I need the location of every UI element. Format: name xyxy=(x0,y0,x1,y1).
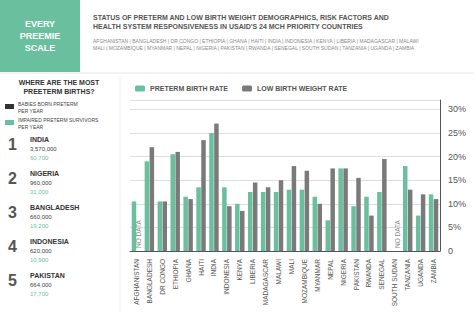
svg-text:19,200: 19,200 xyxy=(30,223,49,229)
svg-text:NEPAL: NEPAL xyxy=(327,259,334,280)
svg-text:MALAWI: MALAWI xyxy=(275,259,282,285)
svg-text:MADAGASCAR: MADAGASCAR xyxy=(262,259,269,306)
svg-text:TANZANIA: TANZANIA xyxy=(404,258,411,290)
svg-text:GHANA: GHANA xyxy=(185,258,192,282)
svg-text:AFGHANISTAN | BANGLADESH | DR: AFGHANISTAN | BANGLADESH | DR CONGO | ET… xyxy=(93,38,419,44)
svg-text:KENYA: KENYA xyxy=(236,258,243,280)
svg-text:17,700: 17,700 xyxy=(30,291,49,297)
svg-text:EVERY: EVERY xyxy=(25,19,55,29)
svg-text:NO DATA: NO DATA xyxy=(394,219,401,248)
svg-text:HAITI: HAITI xyxy=(198,259,205,276)
svg-text:620,000: 620,000 xyxy=(30,248,52,254)
svg-text:PREETERM BIRTHS?: PREETERM BIRTHS? xyxy=(23,88,94,95)
svg-text:BABIES BORN PRETERM: BABIES BORN PRETERM xyxy=(18,101,78,107)
svg-text:PAKISTAN: PAKISTAN xyxy=(353,259,360,290)
svg-text:IMPAIRED PRETERM SURVIVORS: IMPAIRED PRETERM SURVIVORS xyxy=(18,117,99,123)
svg-text:5: 5 xyxy=(8,272,17,289)
svg-text:660,000: 660,000 xyxy=(30,214,52,220)
svg-text:ZAMBIA: ZAMBIA xyxy=(430,258,437,283)
svg-text:SENEGAL: SENEGAL xyxy=(378,259,385,290)
svg-text:BANGLADESH: BANGLADESH xyxy=(30,204,79,211)
svg-text:LIBERIA: LIBERIA xyxy=(249,258,256,284)
svg-text:INDIA: INDIA xyxy=(210,258,217,276)
svg-text:INDIA: INDIA xyxy=(30,136,49,143)
svg-text:HEALTH SYSTEM RESPONSIVENESS I: HEALTH SYSTEM RESPONSIVENESS IN USAID'S … xyxy=(93,23,363,30)
svg-text:DR CONGO: DR CONGO xyxy=(159,259,166,295)
svg-text:10,900: 10,900 xyxy=(30,257,49,263)
svg-text:PER YEAR: PER YEAR xyxy=(18,124,44,130)
svg-text:20%: 20% xyxy=(448,152,466,162)
svg-text:0: 0 xyxy=(448,246,453,256)
svg-text:STATUS OF PRETERM AND LOW BIRT: STATUS OF PRETERM AND LOW BIRTH WEIGHT D… xyxy=(93,14,389,22)
svg-text:MYANMAR: MYANMAR xyxy=(314,259,321,292)
svg-text:PAKISTAN: PAKISTAN xyxy=(30,272,65,279)
svg-text:ETHIOPIA: ETHIOPIA xyxy=(172,258,179,289)
svg-text:RWANDA: RWANDA xyxy=(365,258,372,287)
svg-text:UGANDA: UGANDA xyxy=(417,258,424,286)
svg-text:MALI | MOZAMBIQUE | MYANMAR |: MALI | MOZAMBIQUE | MYANMAR | NEPAL | NI… xyxy=(93,45,415,51)
svg-text:4: 4 xyxy=(8,238,17,255)
svg-text:PER YEAR: PER YEAR xyxy=(18,108,44,114)
svg-text:SOUTH SUDAN: SOUTH SUDAN xyxy=(391,259,398,307)
svg-text:3,570,000: 3,570,000 xyxy=(30,146,57,152)
svg-text:WHERE ARE THE MOST: WHERE ARE THE MOST xyxy=(19,79,100,86)
svg-text:INDONESIA: INDONESIA xyxy=(223,258,230,294)
svg-text:AFGHANISTAN: AFGHANISTAN xyxy=(133,259,140,305)
svg-text:NIGERIA: NIGERIA xyxy=(30,170,59,177)
svg-text:960,000: 960,000 xyxy=(30,180,52,186)
svg-text:MALI: MALI xyxy=(288,259,295,274)
svg-text:664,000: 664,000 xyxy=(30,282,52,288)
svg-text:NIGERIA: NIGERIA xyxy=(340,258,347,285)
svg-text:MOZAMBIQUE: MOZAMBIQUE xyxy=(301,258,309,303)
svg-text:3: 3 xyxy=(8,204,17,221)
svg-text:5%: 5% xyxy=(448,222,461,232)
svg-text:LOW BIRTH WEIGHT RATE: LOW BIRTH WEIGHT RATE xyxy=(257,85,347,92)
svg-text:INDONESIA: INDONESIA xyxy=(30,238,69,245)
svg-text:10%: 10% xyxy=(448,199,466,209)
svg-text:25%: 25% xyxy=(448,128,466,138)
svg-text:PRETERM BIRTH RATE: PRETERM BIRTH RATE xyxy=(150,85,228,92)
svg-text:SCALE: SCALE xyxy=(25,43,56,53)
svg-text:1: 1 xyxy=(8,136,17,153)
svg-text:60,700: 60,700 xyxy=(30,155,49,161)
svg-text:NO DATA: NO DATA xyxy=(135,219,142,248)
svg-text:2: 2 xyxy=(8,170,17,187)
svg-text:31,000: 31,000 xyxy=(30,189,49,195)
svg-text:15%: 15% xyxy=(448,175,466,185)
svg-text:30%: 30% xyxy=(448,104,466,114)
svg-text:PREEMIE: PREEMIE xyxy=(20,31,61,41)
svg-text:BANGLADESH: BANGLADESH xyxy=(146,259,153,304)
